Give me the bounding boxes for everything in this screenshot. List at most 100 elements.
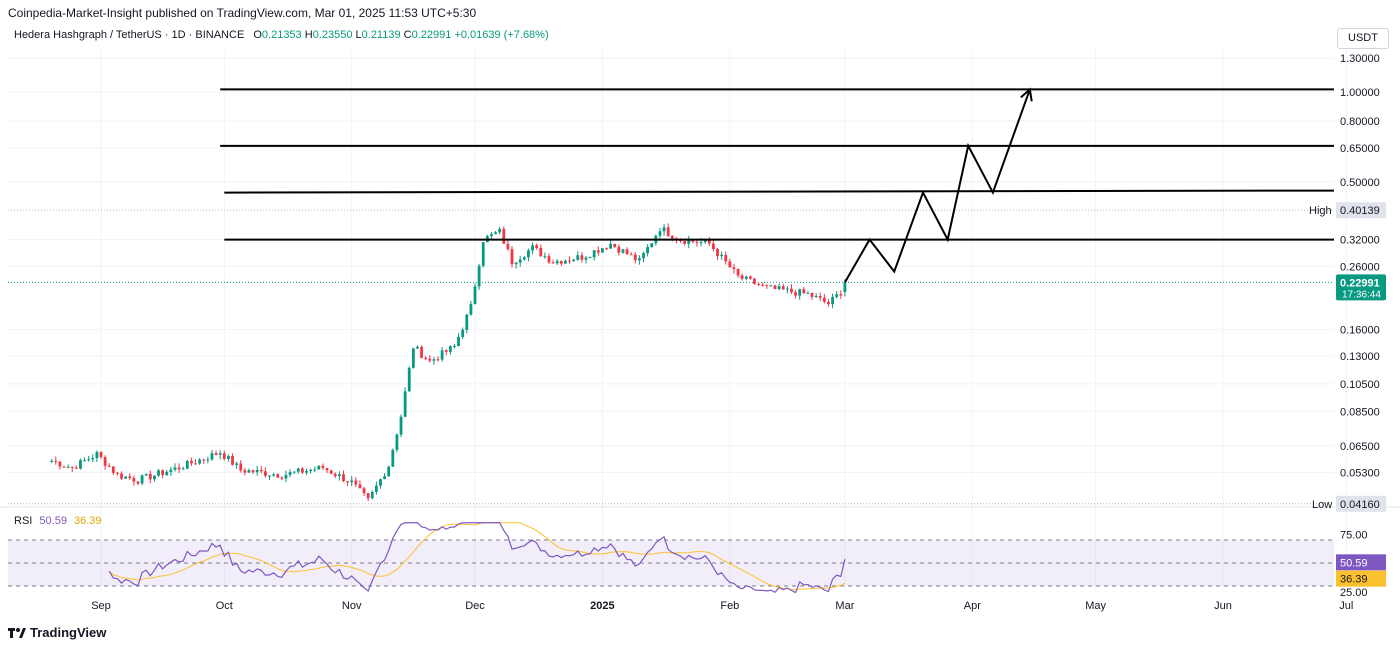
- candle-body: [420, 346, 423, 358]
- low-label: L: [355, 29, 362, 41]
- rsi-pane: [0, 506, 1400, 594]
- candle-body: [366, 493, 370, 499]
- candle-body: [329, 470, 333, 474]
- high-label: H: [304, 29, 313, 41]
- candle-body: [317, 465, 321, 470]
- grid: [8, 50, 1347, 592]
- candle-body: [62, 466, 66, 468]
- candle-body: [601, 248, 604, 253]
- high-value-box: [1336, 202, 1386, 219]
- candle-body: [292, 471, 296, 473]
- candle-body: [658, 231, 662, 236]
- projection-line: [844, 89, 1031, 283]
- candle-body: [740, 275, 744, 279]
- low-value: 0.21139: [361, 29, 401, 41]
- candle-body: [350, 480, 354, 483]
- candle-body: [781, 286, 785, 290]
- candle-body: [337, 474, 341, 477]
- candle-body: [502, 228, 506, 244]
- candle-body: [99, 452, 103, 458]
- time-tick-label: May: [1085, 600, 1106, 612]
- candle-body: [522, 257, 526, 260]
- candle-body: [716, 249, 719, 257]
- candle-body: [411, 348, 415, 368]
- candle-body: [177, 467, 181, 470]
- rsi-legend: RSI 50.59 36.39: [14, 515, 102, 527]
- rsi-tick-label: 75.00: [1340, 529, 1368, 541]
- candle-body: [428, 358, 432, 361]
- candle-body: [227, 456, 230, 460]
- candle-body: [736, 268, 740, 276]
- candle-body: [547, 256, 551, 263]
- candle-body: [596, 250, 600, 253]
- candle-body: [284, 474, 288, 479]
- time-tick-label: Jun: [1214, 600, 1232, 612]
- candle-body: [469, 304, 473, 315]
- rsi-ma-label: 36.39: [1340, 574, 1368, 586]
- candle-body: [498, 228, 502, 233]
- candle-body: [206, 459, 210, 461]
- candle-body: [666, 227, 670, 236]
- candle-body: [280, 477, 284, 479]
- last-price-box: [1336, 274, 1386, 301]
- price-tick-label: 0.26000: [1340, 261, 1380, 273]
- candle-body: [773, 285, 777, 289]
- candle-body: [481, 242, 485, 266]
- candle-body: [670, 235, 674, 239]
- price-tick-label: 0.13000: [1340, 351, 1380, 363]
- candle-body: [527, 250, 530, 258]
- candle-body: [485, 236, 489, 243]
- currency-button[interactable]: USDT: [1337, 28, 1389, 49]
- candle-body: [588, 257, 592, 259]
- high-value: 0.23550: [312, 29, 353, 41]
- candle-body: [198, 459, 202, 464]
- candle-body: [387, 466, 391, 477]
- candle-body: [74, 467, 78, 469]
- candle-body: [757, 283, 760, 285]
- price-tick-label: 0.50000: [1340, 177, 1380, 189]
- candle-body: [235, 463, 239, 465]
- candle-body: [494, 232, 497, 235]
- candle-body: [58, 461, 62, 467]
- candle-body: [210, 453, 214, 460]
- candle-body: [798, 289, 802, 296]
- candle-body: [744, 276, 748, 279]
- low-value-box: [1336, 495, 1386, 512]
- candle-body: [153, 475, 156, 480]
- candle-body: [214, 453, 218, 455]
- candle-body: [128, 476, 132, 479]
- close-label: C: [403, 29, 412, 41]
- candle-body: [305, 471, 308, 473]
- open-label: O: [253, 29, 262, 41]
- candle-body: [395, 434, 399, 450]
- candle-body: [675, 238, 678, 240]
- candle-body: [185, 460, 189, 469]
- low-value: 0.04160: [1340, 499, 1380, 511]
- candle-body: [687, 239, 691, 244]
- publisher-line: Coinpedia-Market-Insight published on Tr…: [8, 6, 477, 20]
- candle-body: [54, 460, 58, 462]
- candle-body: [831, 296, 834, 305]
- candle-body: [605, 248, 608, 250]
- candle-body: [564, 260, 567, 264]
- close-value: 0.22991: [411, 29, 452, 41]
- candle-body: [264, 471, 267, 476]
- candle-body: [839, 294, 843, 296]
- candle-body: [70, 466, 74, 468]
- candle-body: [136, 481, 140, 484]
- candle-body: [194, 463, 197, 465]
- candle-body: [510, 249, 514, 265]
- candle-body: [584, 257, 588, 260]
- candle-body: [539, 248, 543, 257]
- candle-body: [761, 284, 765, 286]
- price-tick-label: 1.00000: [1340, 87, 1380, 99]
- candle-body: [416, 346, 419, 349]
- time-tick-label: Feb: [720, 600, 739, 612]
- candle-body: [448, 346, 452, 352]
- candle-body: [370, 491, 374, 499]
- candle-body: [506, 243, 510, 250]
- rsi-line: [108, 522, 846, 594]
- candle-body: [753, 278, 756, 284]
- candle-body: [633, 254, 637, 261]
